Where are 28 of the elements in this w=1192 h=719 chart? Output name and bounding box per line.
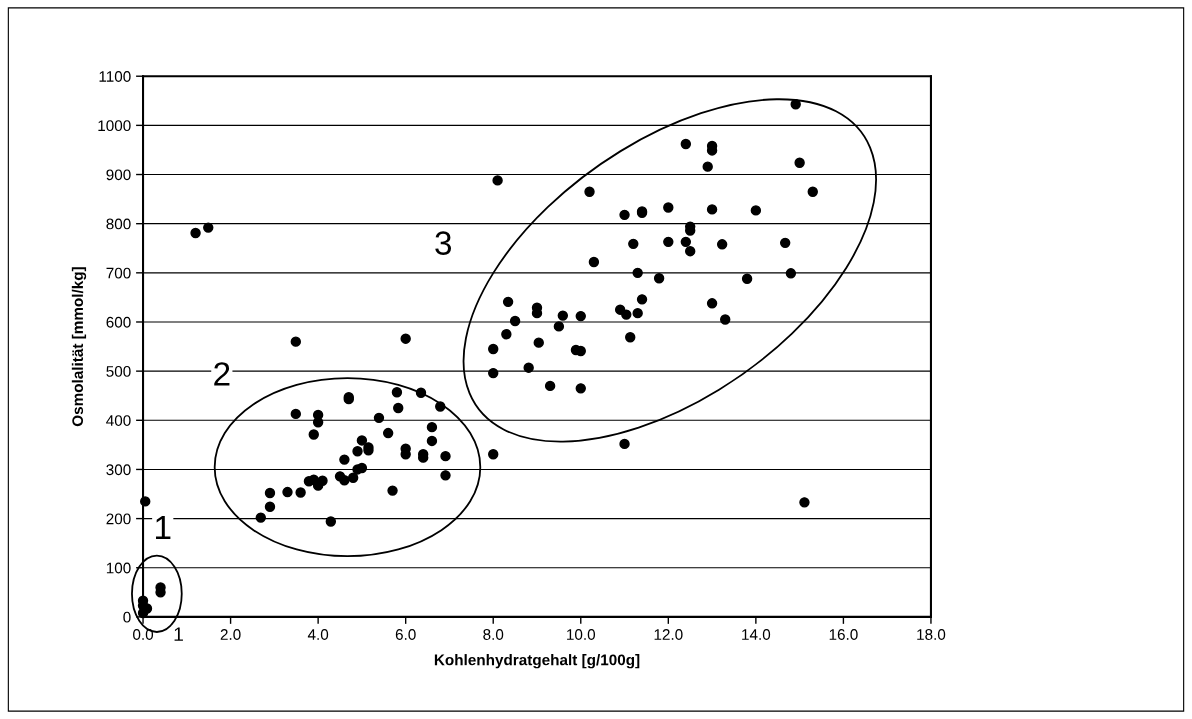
x-tick-label: 8.0 bbox=[483, 629, 504, 640]
y-tick-label: 200 bbox=[106, 513, 131, 525]
x-tick-label: 0.0 bbox=[133, 629, 154, 640]
x-axis-title: Kohlenhydratgehalt [g/100g] bbox=[434, 654, 640, 669]
y-tick-label: 600 bbox=[106, 316, 131, 328]
x-tick-label: 14.0 bbox=[742, 629, 771, 640]
y-tick-label: 500 bbox=[106, 366, 131, 377]
x-tick-label: 16.0 bbox=[829, 629, 858, 640]
y-tick-label: 700 bbox=[106, 267, 131, 279]
x-tick-label: 18.0 bbox=[917, 629, 946, 640]
text: 1 bbox=[174, 627, 183, 641]
annotation: 1 bbox=[156, 516, 171, 540]
x-tick-label: 12.0 bbox=[654, 629, 683, 640]
y-tick-label: 800 bbox=[106, 218, 131, 230]
y-tick-label: 1100 bbox=[99, 71, 131, 82]
annotation: 3 bbox=[435, 231, 452, 255]
annotation: 2 bbox=[214, 362, 230, 386]
y-tick-label: 0 bbox=[123, 611, 131, 623]
x-tick-label: 4.0 bbox=[307, 629, 329, 640]
y-axis-title: Osmolalität [mmol/kg] bbox=[71, 267, 87, 427]
y-tick-label: 100 bbox=[106, 562, 131, 574]
y-tick-label: 400 bbox=[106, 415, 131, 426]
y-tick-label: 900 bbox=[106, 169, 131, 181]
y-tick-label: 1000 bbox=[98, 120, 131, 132]
y-tick-label: 300 bbox=[106, 464, 131, 476]
x-tick-label: 10.0 bbox=[567, 629, 596, 640]
x-tick-label: 2.0 bbox=[220, 629, 241, 640]
x-tick-label: 6.0 bbox=[395, 629, 416, 640]
